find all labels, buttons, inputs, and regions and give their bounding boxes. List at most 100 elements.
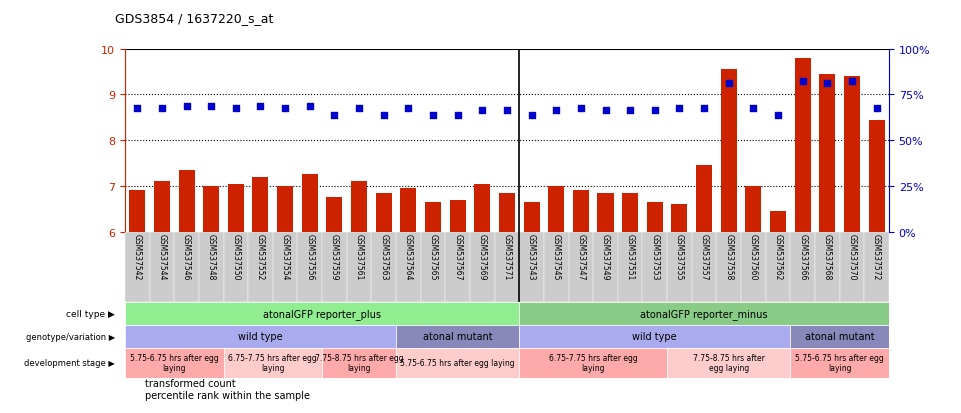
Text: GSM537551: GSM537551 (626, 233, 634, 280)
Bar (524, 202, 539, 232)
Point (647, 108, 662, 114)
Bar (790, 232, 815, 302)
Text: GSM537548: GSM537548 (207, 233, 215, 280)
Bar (770, 211, 786, 232)
Bar (519, 302, 889, 325)
Bar (790, 325, 889, 348)
Point (500, 108, 515, 114)
Bar (371, 232, 396, 302)
Text: development stage ▶: development stage ▶ (24, 358, 115, 367)
Point (376, 112, 391, 119)
Text: GSM537563: GSM537563 (380, 233, 388, 280)
Bar (125, 232, 150, 302)
Text: GSM537571: GSM537571 (503, 233, 511, 280)
Bar (154, 182, 170, 232)
Bar (174, 232, 199, 302)
Text: GSM537550: GSM537550 (232, 233, 240, 280)
Bar (445, 232, 470, 302)
Point (154, 106, 169, 112)
Text: GSM537559: GSM537559 (330, 233, 339, 280)
Bar (179, 171, 194, 232)
Bar (844, 77, 860, 232)
Bar (716, 232, 741, 302)
Bar (253, 177, 268, 232)
Text: GSM537553: GSM537553 (651, 233, 659, 280)
Bar (327, 198, 342, 232)
Point (869, 106, 884, 112)
Text: GSM537570: GSM537570 (848, 233, 856, 280)
Text: cell type ▶: cell type ▶ (66, 309, 115, 318)
Bar (228, 184, 244, 232)
Bar (125, 348, 224, 378)
Bar (203, 186, 219, 232)
Point (302, 103, 317, 110)
Point (721, 81, 736, 87)
Point (475, 108, 490, 114)
Text: GSM537557: GSM537557 (700, 233, 708, 280)
Point (549, 108, 564, 114)
Text: transformed count: transformed count (145, 378, 235, 389)
Text: GSM537543: GSM537543 (527, 233, 536, 280)
Text: genotype/variation ▶: genotype/variation ▶ (26, 332, 115, 341)
Bar (401, 189, 416, 232)
Point (450, 112, 465, 119)
Bar (593, 232, 618, 302)
Text: 7.75-8.75 hrs after egg
laying: 7.75-8.75 hrs after egg laying (315, 353, 404, 373)
Bar (790, 348, 889, 378)
Bar (815, 232, 840, 302)
Text: 5.75-6.75 hrs after egg
laying: 5.75-6.75 hrs after egg laying (130, 353, 218, 373)
Text: GSM537556: GSM537556 (306, 233, 314, 280)
Text: wild type: wild type (238, 332, 283, 342)
Bar (199, 232, 224, 302)
Point (130, 106, 145, 112)
Text: 6.75-7.75 hrs after egg
laying: 6.75-7.75 hrs after egg laying (229, 353, 317, 373)
Bar (129, 191, 145, 232)
Point (795, 78, 810, 85)
Bar (622, 193, 638, 232)
Bar (721, 70, 737, 232)
Bar (125, 302, 519, 325)
Bar (840, 232, 864, 302)
Text: GSM537565: GSM537565 (429, 233, 437, 280)
Bar (667, 348, 790, 378)
Bar (150, 232, 174, 302)
Bar (396, 325, 519, 348)
Point (179, 103, 194, 110)
Bar (396, 348, 519, 378)
Text: GSM537564: GSM537564 (404, 233, 413, 280)
Bar (470, 232, 495, 302)
Bar (643, 232, 667, 302)
Bar (273, 232, 298, 302)
Bar (672, 205, 687, 232)
Text: atonal mutant: atonal mutant (804, 332, 875, 342)
Text: GSM537552: GSM537552 (256, 233, 265, 280)
Point (253, 103, 268, 110)
Text: percentile rank within the sample: percentile rank within the sample (145, 390, 309, 400)
Bar (696, 166, 712, 232)
Point (204, 103, 219, 110)
Point (771, 112, 786, 119)
Bar (376, 193, 392, 232)
Bar (618, 232, 643, 302)
Text: 5.75-6.75 hrs after egg
laying: 5.75-6.75 hrs after egg laying (796, 353, 884, 373)
Text: GSM537549: GSM537549 (601, 233, 610, 280)
Point (820, 81, 835, 87)
Text: GSM537546: GSM537546 (182, 233, 191, 280)
Point (278, 106, 293, 112)
Bar (450, 200, 466, 232)
Bar (519, 325, 790, 348)
Bar (741, 232, 766, 302)
Point (697, 106, 712, 112)
Text: GSM537561: GSM537561 (355, 233, 363, 280)
Point (598, 108, 613, 114)
Text: GSM537569: GSM537569 (478, 233, 487, 280)
Bar (692, 232, 716, 302)
Point (352, 106, 367, 112)
Text: GSM537555: GSM537555 (675, 233, 684, 280)
Bar (598, 193, 613, 232)
Text: 6.75-7.75 hrs after egg
laying: 6.75-7.75 hrs after egg laying (549, 353, 637, 373)
Bar (499, 193, 515, 232)
Bar (248, 232, 273, 302)
Bar (544, 232, 569, 302)
Text: GSM537545: GSM537545 (552, 233, 560, 280)
